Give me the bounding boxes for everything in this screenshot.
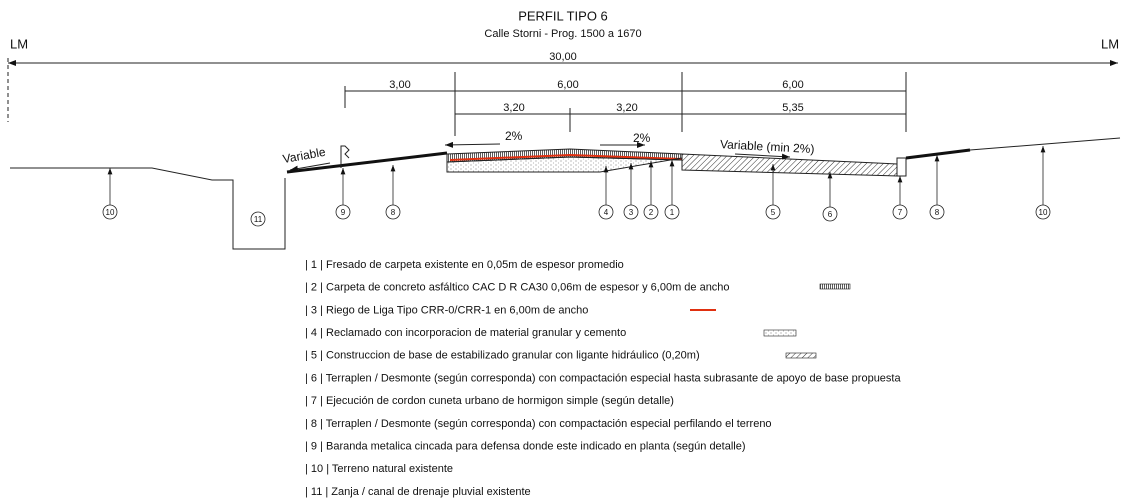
legend-item: | 8 | Terraplen / Desmonte (según corres… [305,418,772,430]
callout-number: 11 [254,215,263,224]
subtitle: Calle Storni - Prog. 1500 a 1670 [484,28,641,40]
dimension-label: 30,00 [549,51,577,63]
callout-circle [892,204,908,220]
callout-circle [385,204,401,220]
callout-number: 2 [649,208,654,217]
legend-item: | 10 | Terreno natural existente [305,463,453,475]
callout-circle [765,204,781,220]
dimension-label: 6,00 [557,79,578,91]
callout-circle [598,204,614,220]
legend-item: | 6 | Terraplen / Desmonte (según corres… [305,372,901,384]
legend-item: | 1 | Fresado de carpeta existente en 0,… [305,259,624,271]
callout-circle [250,211,266,227]
lm-right: LM [1101,36,1119,51]
legend-item: | 3 | Riego de Liga Tipo CRR-0/CRR-1 en … [305,304,588,316]
callout-number: 10 [1039,208,1048,217]
callout-circle [664,204,680,220]
callout-number: 1 [670,208,675,217]
callout-circle [1035,204,1051,220]
callout-circle [822,206,838,222]
slope-label: Variable (min 2%) [720,137,815,156]
callout-number: 10 [106,208,115,217]
callout-number: 8 [935,208,940,217]
dimension-label: 3,20 [616,102,637,114]
callout-circle [643,204,659,220]
legend-item: | 5 | Construccion de base de estabiliza… [305,350,700,362]
title: PERFIL TIPO 6 [518,8,608,23]
slope-label: 2% [633,131,651,145]
slope-label: Variable [282,145,327,166]
legend-item: | 4 | Reclamado con incorporacion de mat… [305,327,626,339]
legend-item: | 9 | Baranda metalica cincada para defe… [305,441,746,453]
callout-number: 3 [629,208,634,217]
dimension-label: 3,00 [389,79,410,91]
callout-number: 4 [604,208,609,217]
legend-item: | 2 | Carpeta de concreto asfáltico CAC … [305,282,730,294]
callout-number: 6 [828,210,833,219]
lm-left: LM [10,36,28,51]
legend-symbols [690,283,851,359]
dimension-lines [7,58,1118,136]
callout-number: 7 [898,208,903,217]
callout-circle [102,204,118,220]
legend-item: | 7 | Ejecución de cordon cuneta urbano … [305,395,674,407]
dimension-label: 6,00 [782,79,803,91]
callout-number: 5 [771,208,776,217]
callout-number: 8 [391,208,396,217]
slope-label: 2% [505,129,523,143]
callout-circle [335,204,351,220]
profile [10,137,1121,250]
callout-number: 9 [341,208,346,217]
dimension-label: 5,35 [782,102,803,114]
dimension-label: 3,20 [503,102,524,114]
legend-item: | 11 | Zanja / canal de drenaje pluvial … [305,486,531,498]
callout-circle [623,204,639,220]
callout-circle [929,204,945,220]
